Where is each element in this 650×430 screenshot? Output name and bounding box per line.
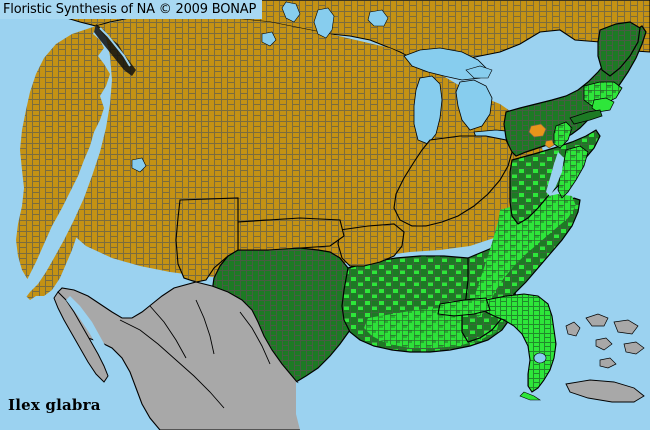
rare-county-marker-2 bbox=[544, 139, 555, 149]
region-mid-atlantic bbox=[509, 129, 601, 225]
great-lakes bbox=[131, 1, 559, 173]
rare-county-marker bbox=[528, 123, 547, 138]
region-northeast bbox=[503, 21, 647, 157]
region-absent-interior bbox=[175, 135, 513, 283]
region-outside-mexico bbox=[53, 281, 331, 430]
state-florida bbox=[437, 293, 557, 401]
gulf-of-mexico bbox=[296, 334, 506, 430]
puget-sound-water bbox=[94, 24, 136, 76]
region-outside-caribbean bbox=[565, 313, 645, 403]
pacific-coastline bbox=[18, 26, 112, 300]
